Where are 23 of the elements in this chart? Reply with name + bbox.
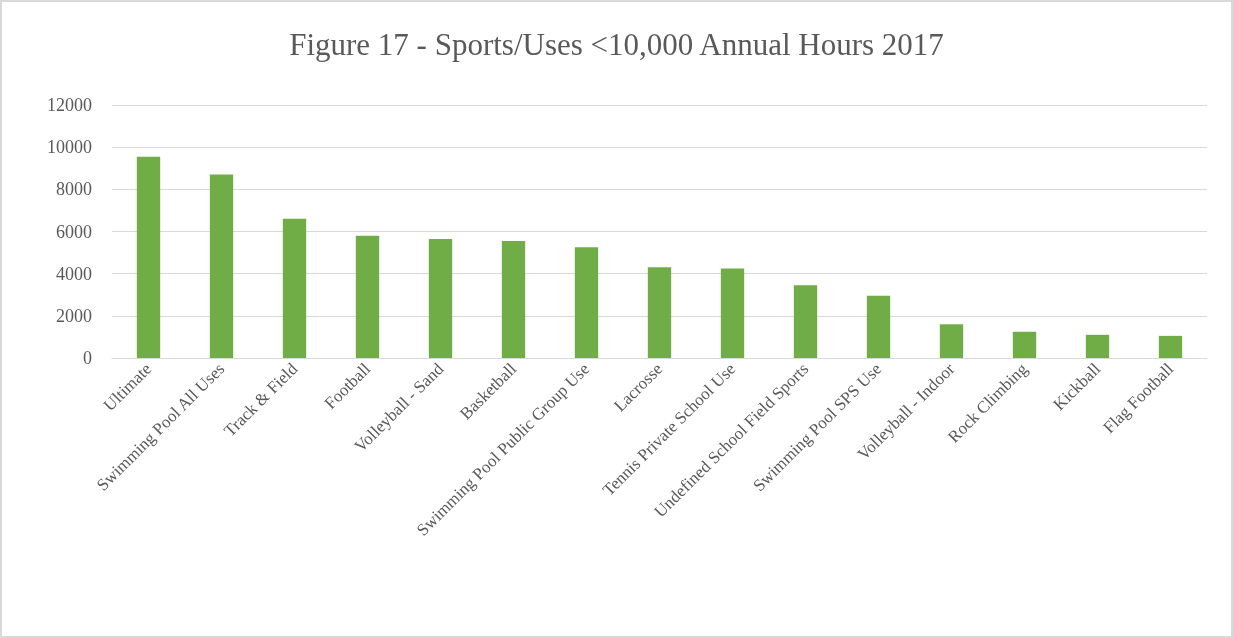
bar — [720, 268, 745, 358]
bar — [355, 235, 380, 358]
bar — [428, 238, 453, 358]
y-tick-label: 12000 — [47, 95, 92, 115]
bar — [501, 240, 526, 358]
bar — [1158, 335, 1183, 358]
bar — [574, 247, 599, 358]
chart-title: Figure 17 - Sports/Uses <10,000 Annual Hours 2017 — [289, 27, 944, 62]
bar — [647, 267, 672, 358]
y-tick-label: 10000 — [47, 137, 92, 158]
bar — [866, 295, 891, 358]
bar — [136, 156, 161, 358]
bar — [209, 174, 234, 358]
y-tick-label: 0 — [83, 348, 92, 368]
y-tick-label: 4000 — [56, 263, 92, 284]
bar — [1085, 334, 1110, 358]
bar — [793, 285, 818, 358]
y-tick-label: 2000 — [56, 305, 92, 326]
y-tick-label: 6000 — [56, 221, 92, 242]
bar — [282, 218, 307, 358]
y-tick-label: 8000 — [56, 179, 92, 200]
bar — [1012, 331, 1037, 358]
bar — [939, 324, 964, 358]
